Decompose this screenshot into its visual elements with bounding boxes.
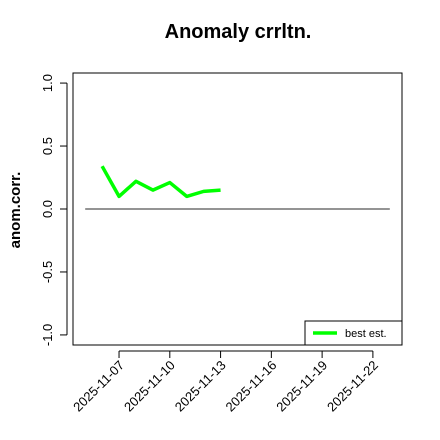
y-tick-label: 0.0 <box>40 200 55 218</box>
x-tick-label: 2025-11-10 <box>121 358 178 415</box>
y-tick-label: 1.0 <box>40 74 55 92</box>
chart-title: Anomaly crrltn. <box>165 21 312 43</box>
y-axis-label: anom.corr. <box>7 172 24 249</box>
x-tick-label: 2025-11-19 <box>273 358 330 415</box>
y-tick-label: -1.0 <box>40 324 55 346</box>
y-tick-label: 0.5 <box>40 137 55 155</box>
legend-label: best est. <box>345 328 387 340</box>
x-tick-label: 2025-11-07 <box>70 358 127 415</box>
x-tick-label: 2025-11-16 <box>223 358 280 415</box>
y-tick-label: -0.5 <box>40 261 55 283</box>
x-tick-label: 2025-11-22 <box>324 358 381 415</box>
x-tick-label: 2025-11-13 <box>172 358 229 415</box>
series-line <box>100 165 221 199</box>
plot-box <box>72 72 403 346</box>
